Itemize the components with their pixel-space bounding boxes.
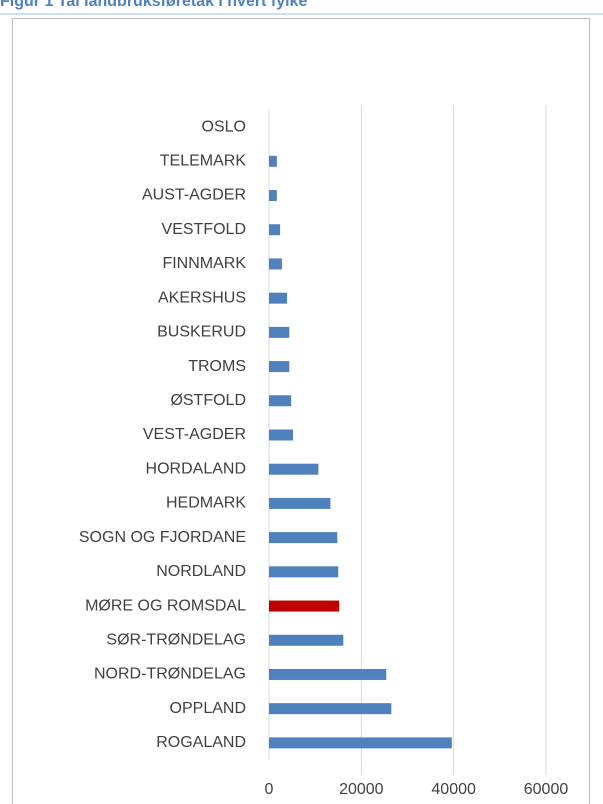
y-tick-label: VESTFOLD [162,221,246,238]
bar [269,634,344,646]
chart-frame [12,18,590,804]
bar [269,395,292,407]
bar [269,497,331,509]
y-tick-label: NORD-TRØNDELAG [94,666,246,683]
bar [269,292,288,304]
y-tick-label: ROGALAND [156,734,246,751]
y-tick-label: SØR-TRØNDELAG [106,631,246,648]
bar [269,258,282,270]
x-tick-label: 40000 [431,781,476,798]
y-tick-label: BUSKERUD [157,324,246,341]
bar [269,668,387,680]
y-tick-label: OPPLAND [170,700,246,717]
bar [269,532,338,544]
y-tick-label: HEDMARK [166,495,246,512]
y-tick-label: VEST-AGDER [143,426,246,443]
bar [269,703,392,715]
y-tick-label: TELEMARK [160,153,247,170]
y-tick-label: HORDALAND [146,460,246,477]
y-tick-label: ØSTFOLD [170,392,246,409]
bar [269,600,340,612]
bar [269,429,294,441]
y-tick-label: SOGN OG FJORDANE [79,529,246,546]
bar [269,463,319,475]
bar [269,737,452,749]
y-tick-label: AKERSHUS [158,289,246,306]
y-tick-label: AUST-AGDER [142,187,246,204]
x-tick-label: 60000 [524,781,569,798]
bar [269,190,277,202]
y-tick-label: NORDLAND [156,563,246,580]
bar [269,155,277,167]
bar [269,224,281,236]
x-tick-label: 20000 [339,781,384,798]
y-tick-label: FINNMARK [162,255,246,272]
bar [269,361,290,373]
y-tick-label: TROMS [188,358,246,375]
bar [269,326,290,338]
bar [269,566,339,578]
x-tick-label: 0 [265,781,274,798]
y-tick-label: MØRE OG ROMSDAL [85,597,246,614]
y-tick-label: OSLO [202,118,246,135]
chart-title: Figur 1 Tal landbruksføretak i hvert fyl… [0,0,307,10]
